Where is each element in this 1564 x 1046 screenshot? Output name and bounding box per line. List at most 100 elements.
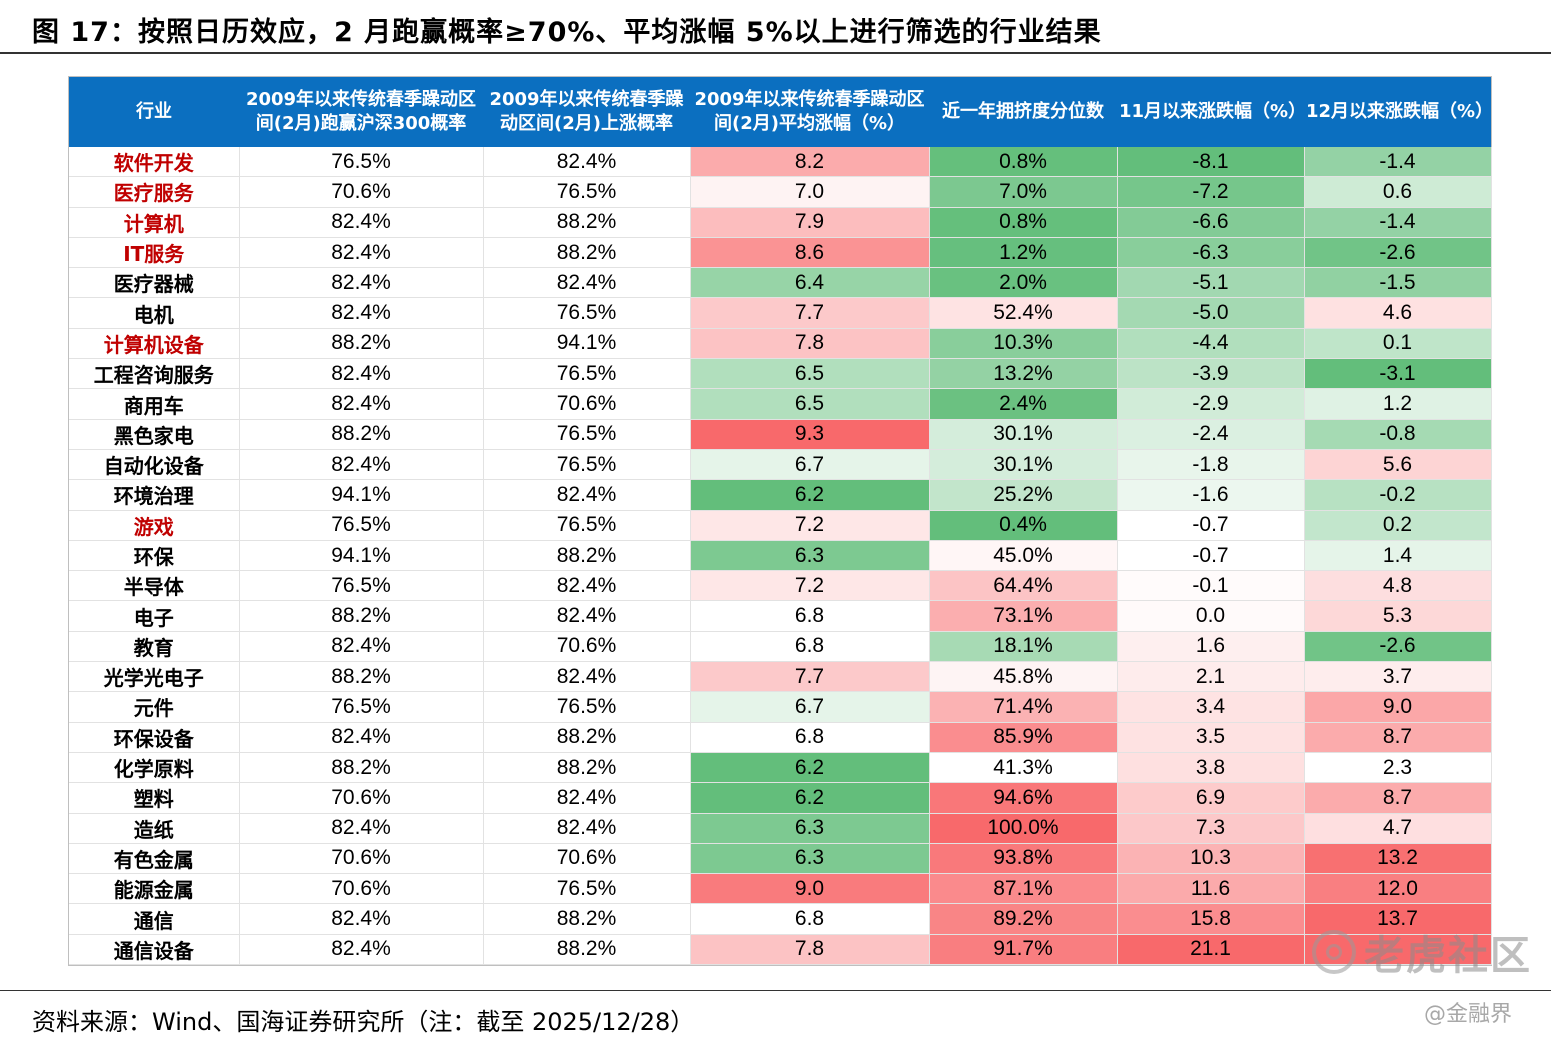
up-probability-cell: 82.4% [483,479,691,511]
up-probability-cell: 82.4% [483,147,691,178]
up-probability-cell: 82.4% [483,570,691,602]
average-gain-cell: 7.7 [690,661,930,693]
brand-watermark: 老虎社区 [1312,926,1532,979]
table-row: 计算机设备 88.2% 94.1% 7.8 10.3% -4.4 0.1 [69,328,1492,360]
change-nov-cell: -2.9 [1117,388,1305,420]
change-dec-cell: -1.4 [1304,147,1492,178]
table-row: 环保设备 82.4% 88.2% 6.8 85.9% 3.5 8.7 [69,722,1492,753]
crowding-cell: 13.2% [929,358,1118,390]
table-row: 有色金属 70.6% 70.6% 6.3 93.8% 10.3 13.2 [69,843,1492,875]
header-change-since-nov: 11月以来涨跌幅（%） [1117,77,1306,147]
change-dec-cell: 13.2 [1304,843,1492,875]
credit-watermark: @金融界 [1424,1002,1513,1027]
change-dec-cell: -0.8 [1304,419,1492,450]
change-dec-cell: 1.4 [1304,540,1492,572]
average-gain-cell: 7.2 [690,570,930,602]
beat-probability-cell: 94.1% [239,540,484,572]
average-gain-cell: 8.6 [690,237,930,269]
beat-probability-cell: 82.4% [239,903,484,935]
crowding-cell: 100.0% [929,813,1118,844]
up-probability-cell: 88.2% [483,237,691,269]
header-average-gain: 2009年以来传统春季躁动区间(2月)平均涨幅（%） [690,77,929,147]
table-row: 游戏 76.5% 76.5% 7.2 0.4% -0.7 0.2 [69,510,1492,541]
crowding-cell: 93.8% [929,843,1118,875]
brand-logo-icon [1312,930,1356,974]
beat-probability-cell: 76.5% [239,570,484,602]
industry-cell: 通信 [69,903,240,935]
change-nov-cell: -2.4 [1117,419,1305,450]
crowding-cell: 1.2% [929,237,1118,269]
change-nov-cell: 11.6 [1117,873,1305,905]
average-gain-cell: 6.5 [690,358,930,390]
crowding-cell: 85.9% [929,722,1118,753]
table-row: 能源金属 70.6% 76.5% 9.0 87.1% 11.6 12.0 [69,873,1492,905]
industry-cell: 化学原料 [69,752,240,784]
beat-probability-cell: 88.2% [239,600,484,632]
average-gain-cell: 6.5 [690,388,930,420]
crowding-cell: 30.1% [929,419,1118,450]
industry-table-container: 行业 2009年以来传统春季躁动区间(2月)跑赢沪深300概率 2009年以来传… [68,76,1493,966]
beat-probability-cell: 82.4% [239,722,484,753]
header-industry: 行业 [69,77,239,147]
industry-cell: 电子 [69,600,240,632]
table-row: 造纸 82.4% 82.4% 6.3 100.0% 7.3 4.7 [69,813,1492,844]
up-probability-cell: 88.2% [483,903,691,935]
industry-cell: 商用车 [69,388,240,420]
table-row: 工程咨询服务 82.4% 76.5% 6.5 13.2% -3.9 -3.1 [69,358,1492,390]
table-row: 化学原料 88.2% 88.2% 6.2 41.3% 3.8 2.3 [69,752,1492,784]
change-nov-cell: -8.1 [1117,147,1305,178]
table-row: 医疗服务 70.6% 76.5% 7.0 7.0% -7.2 0.6 [69,176,1492,208]
average-gain-cell: 6.2 [690,479,930,511]
beat-probability-cell: 76.5% [239,147,484,178]
average-gain-cell: 6.7 [690,449,930,481]
table-row: 环保 94.1% 88.2% 6.3 45.0% -0.7 1.4 [69,540,1492,572]
beat-probability-cell: 88.2% [239,328,484,360]
crowding-cell: 7.0% [929,176,1118,208]
average-gain-cell: 6.8 [690,600,930,632]
industry-cell: 医疗器械 [69,267,240,299]
change-dec-cell: 4.8 [1304,570,1492,602]
change-nov-cell: 15.8 [1117,903,1305,935]
change-dec-cell: 0.2 [1304,510,1492,541]
change-nov-cell: -6.6 [1117,207,1305,238]
average-gain-cell: 6.3 [690,843,930,875]
change-dec-cell: 8.7 [1304,722,1492,753]
industry-cell: 医疗服务 [69,176,240,208]
industry-table: 行业 2009年以来传统春季躁动区间(2月)跑赢沪深300概率 2009年以来传… [69,77,1493,966]
crowding-cell: 25.2% [929,479,1118,511]
crowding-cell: 64.4% [929,570,1118,602]
industry-cell: 塑料 [69,782,240,814]
up-probability-cell: 76.5% [483,691,691,723]
crowding-cell: 0.4% [929,510,1118,541]
average-gain-cell: 9.0 [690,873,930,905]
change-dec-cell: 13.7 [1304,903,1492,935]
industry-cell: IT服务 [69,237,240,269]
change-dec-cell: 5.6 [1304,449,1492,481]
change-dec-cell: 1.2 [1304,388,1492,420]
up-probability-cell: 88.2% [483,207,691,238]
change-nov-cell: 7.3 [1117,813,1305,844]
change-dec-cell: 4.7 [1304,813,1492,844]
beat-probability-cell: 88.2% [239,752,484,784]
industry-cell: 环保 [69,540,240,572]
average-gain-cell: 6.8 [690,722,930,753]
table-body: 软件开发 76.5% 82.4% 8.2 0.8% -8.1 -1.4 医疗服务 70.6% 76… [69,147,1492,966]
change-nov-cell: 2.1 [1117,661,1305,693]
up-probability-cell: 76.5% [483,449,691,481]
table-row: 医疗器械 82.4% 82.4% 6.4 2.0% -5.1 -1.5 [69,267,1492,299]
crowding-cell: 41.3% [929,752,1118,784]
table-row: 计算机 82.4% 88.2% 7.9 0.8% -6.6 -1.4 [69,207,1492,238]
industry-cell: 半导体 [69,570,240,602]
average-gain-cell: 6.8 [690,903,930,935]
average-gain-cell: 6.3 [690,540,930,572]
industry-cell: 教育 [69,631,240,663]
change-dec-cell: 0.6 [1304,176,1492,208]
crowding-cell: 0.8% [929,207,1118,238]
average-gain-cell: 6.3 [690,813,930,844]
figure-title: 图 17：按照日历效应，2 月跑赢概率≥70%、平均涨幅 5%以上进行筛选的行业… [32,17,1102,48]
change-dec-cell: 5.3 [1304,600,1492,632]
table-row: 电机 82.4% 76.5% 7.7 52.4% -5.0 4.6 [69,297,1492,329]
change-nov-cell: 3.4 [1117,691,1305,723]
up-probability-cell: 70.6% [483,843,691,875]
crowding-cell: 89.2% [929,903,1118,935]
